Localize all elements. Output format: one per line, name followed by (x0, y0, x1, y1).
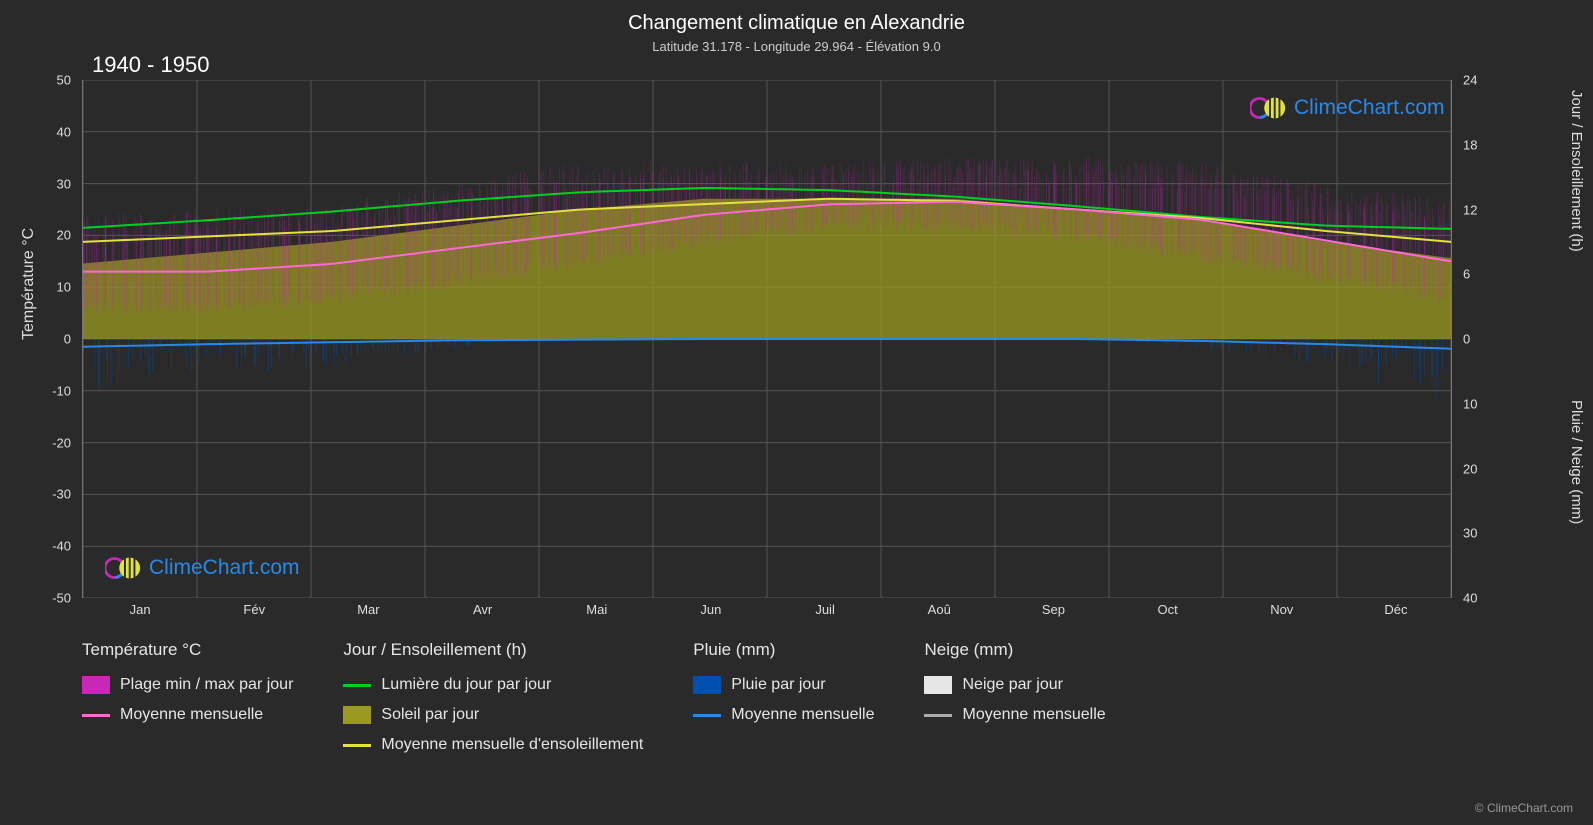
y-tick-right: 12 (1463, 202, 1477, 217)
legend-swatch (82, 714, 110, 717)
legend-swatch (924, 676, 952, 694)
x-tick: Avr (473, 602, 492, 617)
x-tick: Mar (357, 602, 379, 617)
chart-container: Changement climatique en Alexandrie Lati… (0, 0, 1593, 825)
y-axis-left-title: Température °C (20, 228, 38, 340)
watermark-text: ClimeChart.com (149, 556, 300, 580)
y-tick-left: -30 (52, 487, 71, 502)
x-tick: Juil (815, 602, 835, 617)
legend-column: Pluie (mm) Pluie par jour Moyenne mensuell… (693, 640, 874, 754)
legend-label: Plage min / max par jour (120, 676, 293, 694)
legend-label: Moyenne mensuelle (962, 706, 1105, 724)
y-tick-left: -20 (52, 435, 71, 450)
legend-item: Moyenne mensuelle (82, 706, 293, 724)
y-axis-right-top-title: Jour / Ensoleillement (h) (1568, 90, 1585, 252)
x-tick: Déc (1384, 602, 1407, 617)
legend-label: Soleil par jour (381, 706, 479, 724)
legend-column: Neige (mm) Neige par jour Moyenne mensuell… (924, 640, 1105, 754)
legend-item: Moyenne mensuelle d'ensoleillement (343, 736, 643, 754)
watermark-top: ClimeChart.com (1250, 95, 1445, 121)
year-range: 1940 - 1950 (92, 52, 209, 78)
chart-svg (83, 80, 1451, 598)
y-tick-left: -40 (52, 539, 71, 554)
legend-item: Pluie par jour (693, 676, 874, 694)
y-axis-right-bot-title: Pluie / Neige (mm) (1568, 400, 1585, 524)
y-tick-right: 18 (1463, 137, 1477, 152)
legend-swatch (82, 676, 110, 694)
legend-item: Lumière du jour par jour (343, 676, 643, 694)
legend-column: Température °C Plage min / max par jour Mo… (82, 640, 293, 754)
logo-icon (105, 555, 143, 581)
y-tick-right: 24 (1463, 73, 1477, 88)
y-tick-left: 40 (57, 124, 71, 139)
y-tick-left: 10 (57, 280, 71, 295)
chart-subtitle: Latitude 31.178 - Longitude 29.964 - Élé… (0, 39, 1593, 54)
y-tick-left: 30 (57, 176, 71, 191)
x-tick: Jan (130, 602, 151, 617)
legend-heading: Jour / Ensoleillement (h) (343, 640, 643, 660)
legend-swatch (343, 706, 371, 724)
watermark-bottom: ClimeChart.com (105, 555, 300, 581)
legend-item: Moyenne mensuelle (693, 706, 874, 724)
legend-heading: Température °C (82, 640, 293, 660)
x-tick: Oct (1157, 602, 1177, 617)
x-tick: Jun (700, 602, 721, 617)
y-tick-left: -50 (52, 591, 71, 606)
y-tick-right: 30 (1463, 526, 1477, 541)
y-tick-left: -10 (52, 383, 71, 398)
y-tick-right: 0 (1463, 332, 1470, 347)
legend-swatch (343, 744, 371, 747)
watermark-text: ClimeChart.com (1294, 96, 1445, 120)
legend-item: Neige par jour (924, 676, 1105, 694)
legend-label: Pluie par jour (731, 676, 825, 694)
legend-item: Soleil par jour (343, 706, 643, 724)
y-tick-right: 40 (1463, 591, 1477, 606)
y-tick-right: 6 (1463, 267, 1470, 282)
x-tick: Mai (586, 602, 607, 617)
copyright: © ClimeChart.com (1475, 801, 1573, 815)
legend-label: Moyenne mensuelle (731, 706, 874, 724)
x-tick: Sep (1042, 602, 1065, 617)
legend-label: Neige par jour (962, 676, 1063, 694)
plot-area: -50-40-30-20-100102030405006121824102030… (82, 80, 1452, 598)
logo-icon (1250, 95, 1288, 121)
legend-column: Jour / Ensoleillement (h) Lumière du jour… (343, 640, 643, 754)
legend-heading: Pluie (mm) (693, 640, 874, 660)
legend-item: Moyenne mensuelle (924, 706, 1105, 724)
x-tick: Aoû (928, 602, 951, 617)
y-tick-left: 50 (57, 73, 71, 88)
legend-label: Moyenne mensuelle (120, 706, 263, 724)
chart-title: Changement climatique en Alexandrie (0, 0, 1593, 35)
y-tick-left: 20 (57, 228, 71, 243)
legend-item: Plage min / max par jour (82, 676, 293, 694)
legend-label: Lumière du jour par jour (381, 676, 551, 694)
x-tick: Nov (1270, 602, 1293, 617)
y-tick-right: 10 (1463, 396, 1477, 411)
legend-swatch (343, 684, 371, 687)
legend: Température °C Plage min / max par jour Mo… (82, 640, 1452, 754)
x-tick: Fév (243, 602, 265, 617)
legend-heading: Neige (mm) (924, 640, 1105, 660)
legend-swatch (924, 714, 952, 717)
legend-swatch (693, 676, 721, 694)
legend-swatch (693, 714, 721, 717)
y-tick-left: 0 (64, 332, 71, 347)
y-tick-right: 20 (1463, 461, 1477, 476)
legend-label: Moyenne mensuelle d'ensoleillement (381, 736, 643, 754)
